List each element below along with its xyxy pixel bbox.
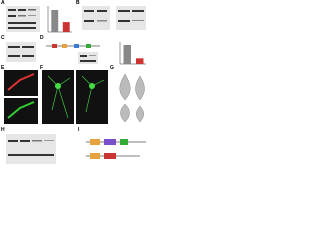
panel-letter: F (40, 65, 43, 71)
panel-letter: B (76, 0, 80, 6)
panel-letter: D (40, 35, 44, 41)
blot (6, 42, 36, 62)
bar (62, 22, 70, 32)
violin-plot (119, 73, 145, 123)
bar (51, 10, 59, 32)
micrograph (4, 70, 38, 124)
panel-letter: I (78, 127, 80, 133)
figure: A B C D E F G H I (1, 0, 146, 164)
gene-diagram (46, 44, 100, 64)
bar (136, 58, 144, 64)
blot (82, 6, 146, 30)
bar (123, 45, 131, 64)
panel-letter: E (1, 65, 5, 71)
panel-letter: H (1, 127, 5, 133)
panel-letter: C (1, 35, 5, 41)
bar-chart (123, 45, 144, 64)
blot (6, 6, 40, 32)
micrograph (42, 70, 108, 124)
domain-diagram (86, 139, 146, 159)
panel-letter: G (110, 65, 114, 71)
bar-chart (51, 10, 70, 32)
panel-letter: A (1, 0, 5, 6)
blot (6, 134, 56, 164)
